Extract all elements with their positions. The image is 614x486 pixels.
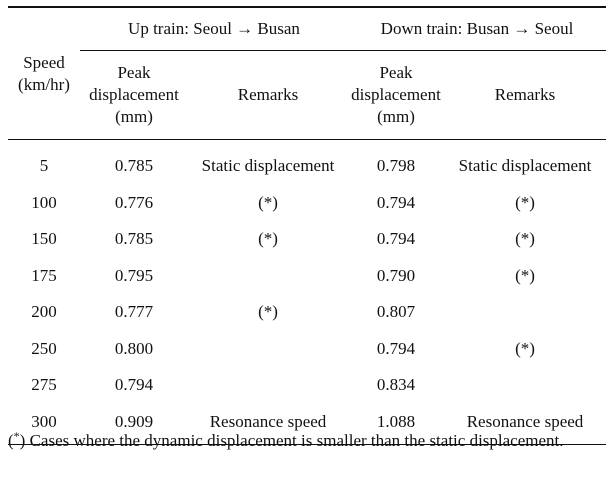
up-remark-cell bbox=[188, 258, 348, 295]
displacement-table: Speed (km/hr) Up train: Seoul → Busan Do… bbox=[8, 6, 606, 445]
table-row: 300 0.909 Resonance speed 1.088 Resonanc… bbox=[8, 403, 606, 445]
down-remark-cell: Resonance speed bbox=[444, 403, 606, 445]
table-body: 5 0.785 Static displacement 0.798 Static… bbox=[8, 140, 606, 445]
down-remark-cell: Static displacement bbox=[458, 156, 592, 176]
down-disp-cell: 0.790 bbox=[376, 265, 416, 285]
down-disp-cell: 0.834 bbox=[376, 375, 416, 395]
down-disp-cell: 0.794 bbox=[376, 192, 416, 212]
down-disp-cell: 1.088 bbox=[348, 403, 444, 445]
speed-cell: 275 bbox=[31, 375, 57, 395]
down-remarks-header: Remarks bbox=[444, 50, 606, 140]
asterisk-mark: * bbox=[263, 302, 273, 322]
down-remark-cell: (*) bbox=[515, 192, 535, 212]
asterisk-mark: * bbox=[520, 265, 530, 285]
down-disp-cell: 0.794 bbox=[376, 338, 416, 358]
down-disp-cell: 0.807 bbox=[376, 302, 416, 322]
up-disp-cell: 0.794 bbox=[114, 375, 154, 395]
up-peak-header: Peak displacement (mm) bbox=[80, 50, 188, 140]
asterisk-mark: * bbox=[263, 229, 273, 249]
speed-cell: 200 bbox=[31, 302, 57, 322]
down-remark-cell: (*) bbox=[515, 265, 535, 285]
table-row: 250 0.800 0.794 (*) bbox=[8, 331, 606, 368]
down-remark-cell bbox=[444, 367, 606, 404]
down-disp-cell: 0.794 bbox=[376, 229, 416, 249]
speed-cell: 5 bbox=[39, 156, 49, 176]
asterisk-mark: * bbox=[520, 229, 530, 249]
table-row: 275 0.794 0.834 bbox=[8, 367, 606, 404]
table-row: 150 0.785 (*) 0.794 (*) bbox=[8, 221, 606, 258]
up-remarks-header: Remarks bbox=[188, 50, 348, 140]
asterisk-mark: * bbox=[263, 192, 273, 212]
speed-cell: 150 bbox=[31, 229, 57, 249]
asterisk-mark: * bbox=[13, 429, 20, 443]
down-peak-header-line-1: Peak bbox=[379, 63, 413, 82]
up-remark-cell bbox=[188, 367, 348, 404]
up-disp-cell: 0.785 bbox=[114, 156, 154, 176]
table-row: 5 0.785 Static displacement 0.798 Static… bbox=[8, 140, 606, 185]
footnote-text: Cases where the dynamic displacement is … bbox=[29, 431, 564, 450]
asterisk-mark: * bbox=[520, 192, 530, 212]
up-disp-cell: 0.777 bbox=[114, 302, 154, 322]
up-disp-cell: 0.800 bbox=[114, 338, 154, 358]
speed-cell: 100 bbox=[31, 192, 57, 212]
speed-header-line-1: Speed bbox=[23, 52, 65, 72]
asterisk-mark: * bbox=[520, 338, 530, 358]
speed-header: Speed (km/hr) bbox=[8, 6, 80, 140]
footnote-marker: (*) bbox=[8, 429, 26, 450]
table-row: 175 0.795 0.790 (*) bbox=[8, 258, 606, 295]
up-remark-cell: Static displacement bbox=[201, 156, 335, 176]
up-disp-cell: 0.795 bbox=[114, 265, 154, 285]
down-remark-cell: (*) bbox=[515, 229, 535, 249]
down-remark-cell bbox=[444, 294, 606, 331]
speed-cell: 175 bbox=[31, 265, 57, 285]
speed-header-line-2: (km/hr) bbox=[18, 74, 70, 94]
table-row: 100 0.776 (*) 0.794 (*) bbox=[8, 185, 606, 222]
up-peak-header-line-3: (mm) bbox=[115, 107, 153, 126]
table-row: 200 0.777 (*) 0.807 bbox=[8, 294, 606, 331]
speed-cell: 250 bbox=[31, 338, 57, 358]
up-disp-cell: 0.909 bbox=[80, 403, 188, 445]
down-peak-header-line-2: displacement bbox=[351, 85, 441, 104]
up-remark-cell bbox=[188, 331, 348, 368]
down-peak-header-line-3: (mm) bbox=[377, 107, 415, 126]
speed-cell: 300 bbox=[8, 403, 80, 445]
up-peak-header-line-1: Peak bbox=[117, 63, 151, 82]
up-peak-header-line-2: displacement bbox=[89, 85, 179, 104]
up-train-group-header: Up train: Seoul → Busan bbox=[80, 6, 348, 51]
footnote: (*) Cases where the dynamic displacement… bbox=[8, 429, 606, 453]
down-peak-header: Peak displacement (mm) bbox=[348, 50, 444, 140]
down-remark-cell: (*) bbox=[515, 338, 535, 358]
up-disp-cell: 0.776 bbox=[114, 192, 154, 212]
down-disp-cell: 0.798 bbox=[376, 156, 416, 176]
up-remark-cell: (*) bbox=[258, 229, 278, 249]
up-remark-cell: (*) bbox=[258, 302, 278, 322]
up-remark-cell: Resonance speed bbox=[188, 403, 348, 445]
down-train-group-header: Down train: Busan → Seoul bbox=[348, 6, 606, 51]
up-remark-cell: (*) bbox=[258, 192, 278, 212]
up-disp-cell: 0.785 bbox=[114, 229, 154, 249]
